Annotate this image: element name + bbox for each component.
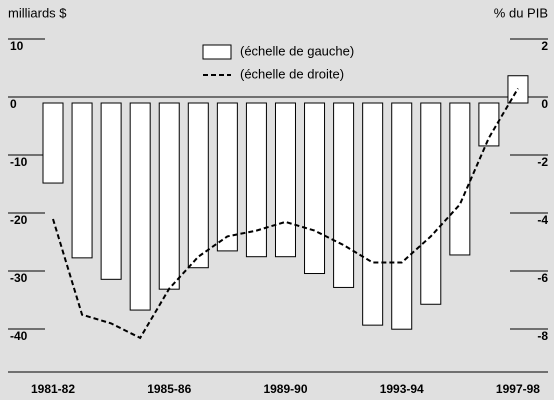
y-tick-label: 0 <box>10 97 17 111</box>
bar <box>71 102 93 259</box>
legend-label: (échelle de gauche) <box>240 43 354 58</box>
bar <box>391 102 413 330</box>
x-tick-label: 1989-90 <box>263 382 307 396</box>
y2-tick-label: -6 <box>537 271 548 285</box>
y-axis-label: milliards $ <box>8 5 67 20</box>
y-tick-label: -20 <box>10 213 28 227</box>
x-tick-label: 1985-86 <box>147 382 191 396</box>
y2-tick-label: -4 <box>537 213 548 227</box>
y-tick-label: -30 <box>10 271 28 285</box>
bar <box>304 102 326 275</box>
line <box>52 87 519 340</box>
legend-swatch-bar <box>202 44 232 60</box>
y2-tick-label: -8 <box>537 329 548 343</box>
bar <box>362 102 384 326</box>
bar <box>333 102 355 288</box>
y2-tick-label: 2 <box>541 39 548 53</box>
y2-tick-label: -2 <box>537 155 548 169</box>
y-tick-label: -40 <box>10 329 28 343</box>
bar <box>100 102 122 280</box>
bar <box>216 102 238 252</box>
x-tick-label: 1997-98 <box>496 382 540 396</box>
bar <box>129 102 151 311</box>
bar <box>158 102 180 290</box>
bar <box>420 102 442 305</box>
bar <box>478 102 500 147</box>
bar <box>245 102 267 258</box>
y-tick-label: -10 <box>10 155 28 169</box>
bar <box>274 102 296 258</box>
y-tick-label: 10 <box>10 39 24 53</box>
x-tick-label: 1993-94 <box>380 382 424 396</box>
bar <box>42 102 64 184</box>
bar <box>187 102 209 269</box>
y2-tick-label: 0 <box>541 97 548 111</box>
x-tick-label: 1981-82 <box>31 382 75 396</box>
y2-axis-label: % du PIB <box>494 5 548 20</box>
bar <box>449 102 471 256</box>
bar <box>507 75 529 104</box>
legend-label: (échelle de droite) <box>240 66 344 81</box>
